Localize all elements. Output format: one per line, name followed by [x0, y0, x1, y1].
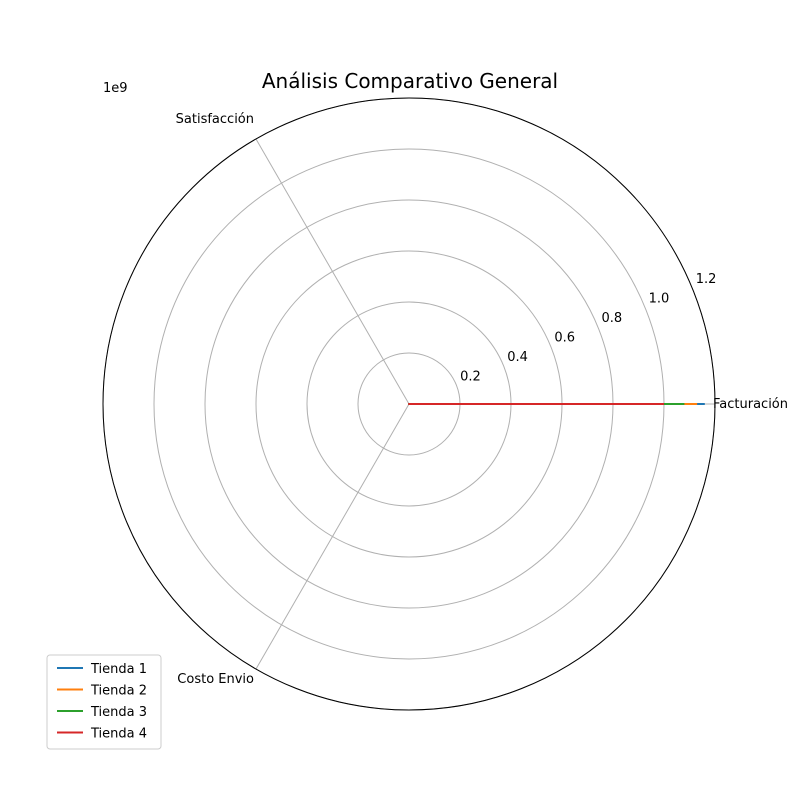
legend-label-1: Tienda 1	[90, 662, 147, 677]
legend-label-2: Tienda 2	[90, 684, 147, 699]
radial-tick-label-5: 1.0	[649, 291, 670, 306]
category-label-3: Costo Envio	[177, 672, 254, 687]
radial-tick-label-4: 0.8	[601, 311, 622, 326]
category-label-2: Satisfacción	[176, 112, 254, 127]
legend-label-3: Tienda 3	[90, 705, 147, 720]
radial-tick-label-2: 0.4	[507, 350, 528, 365]
legend: Tienda 1 Tienda 2 Tienda 3 Tienda 4	[46, 654, 162, 750]
label-layer: 0.2 0.4 0.6 0.8 1.0 1.2 Facturación Satisfacció…	[176, 112, 788, 687]
radial-tick-label-3: 0.6	[554, 330, 575, 345]
offset-label: 1e9	[103, 81, 128, 96]
radial-tick-label-1: 0.2	[460, 369, 481, 384]
legend-label-4: Tienda 4	[90, 727, 147, 742]
category-label-1: Facturación	[713, 397, 788, 412]
spoke-3	[255, 403, 410, 670]
outer-frame	[102, 97, 716, 711]
spoke-2	[255, 138, 410, 405]
chart-title: Análisis Comparativo General	[262, 69, 558, 93]
legend-box	[46, 654, 162, 750]
radial-tick-label-6: 1.2	[696, 272, 717, 287]
